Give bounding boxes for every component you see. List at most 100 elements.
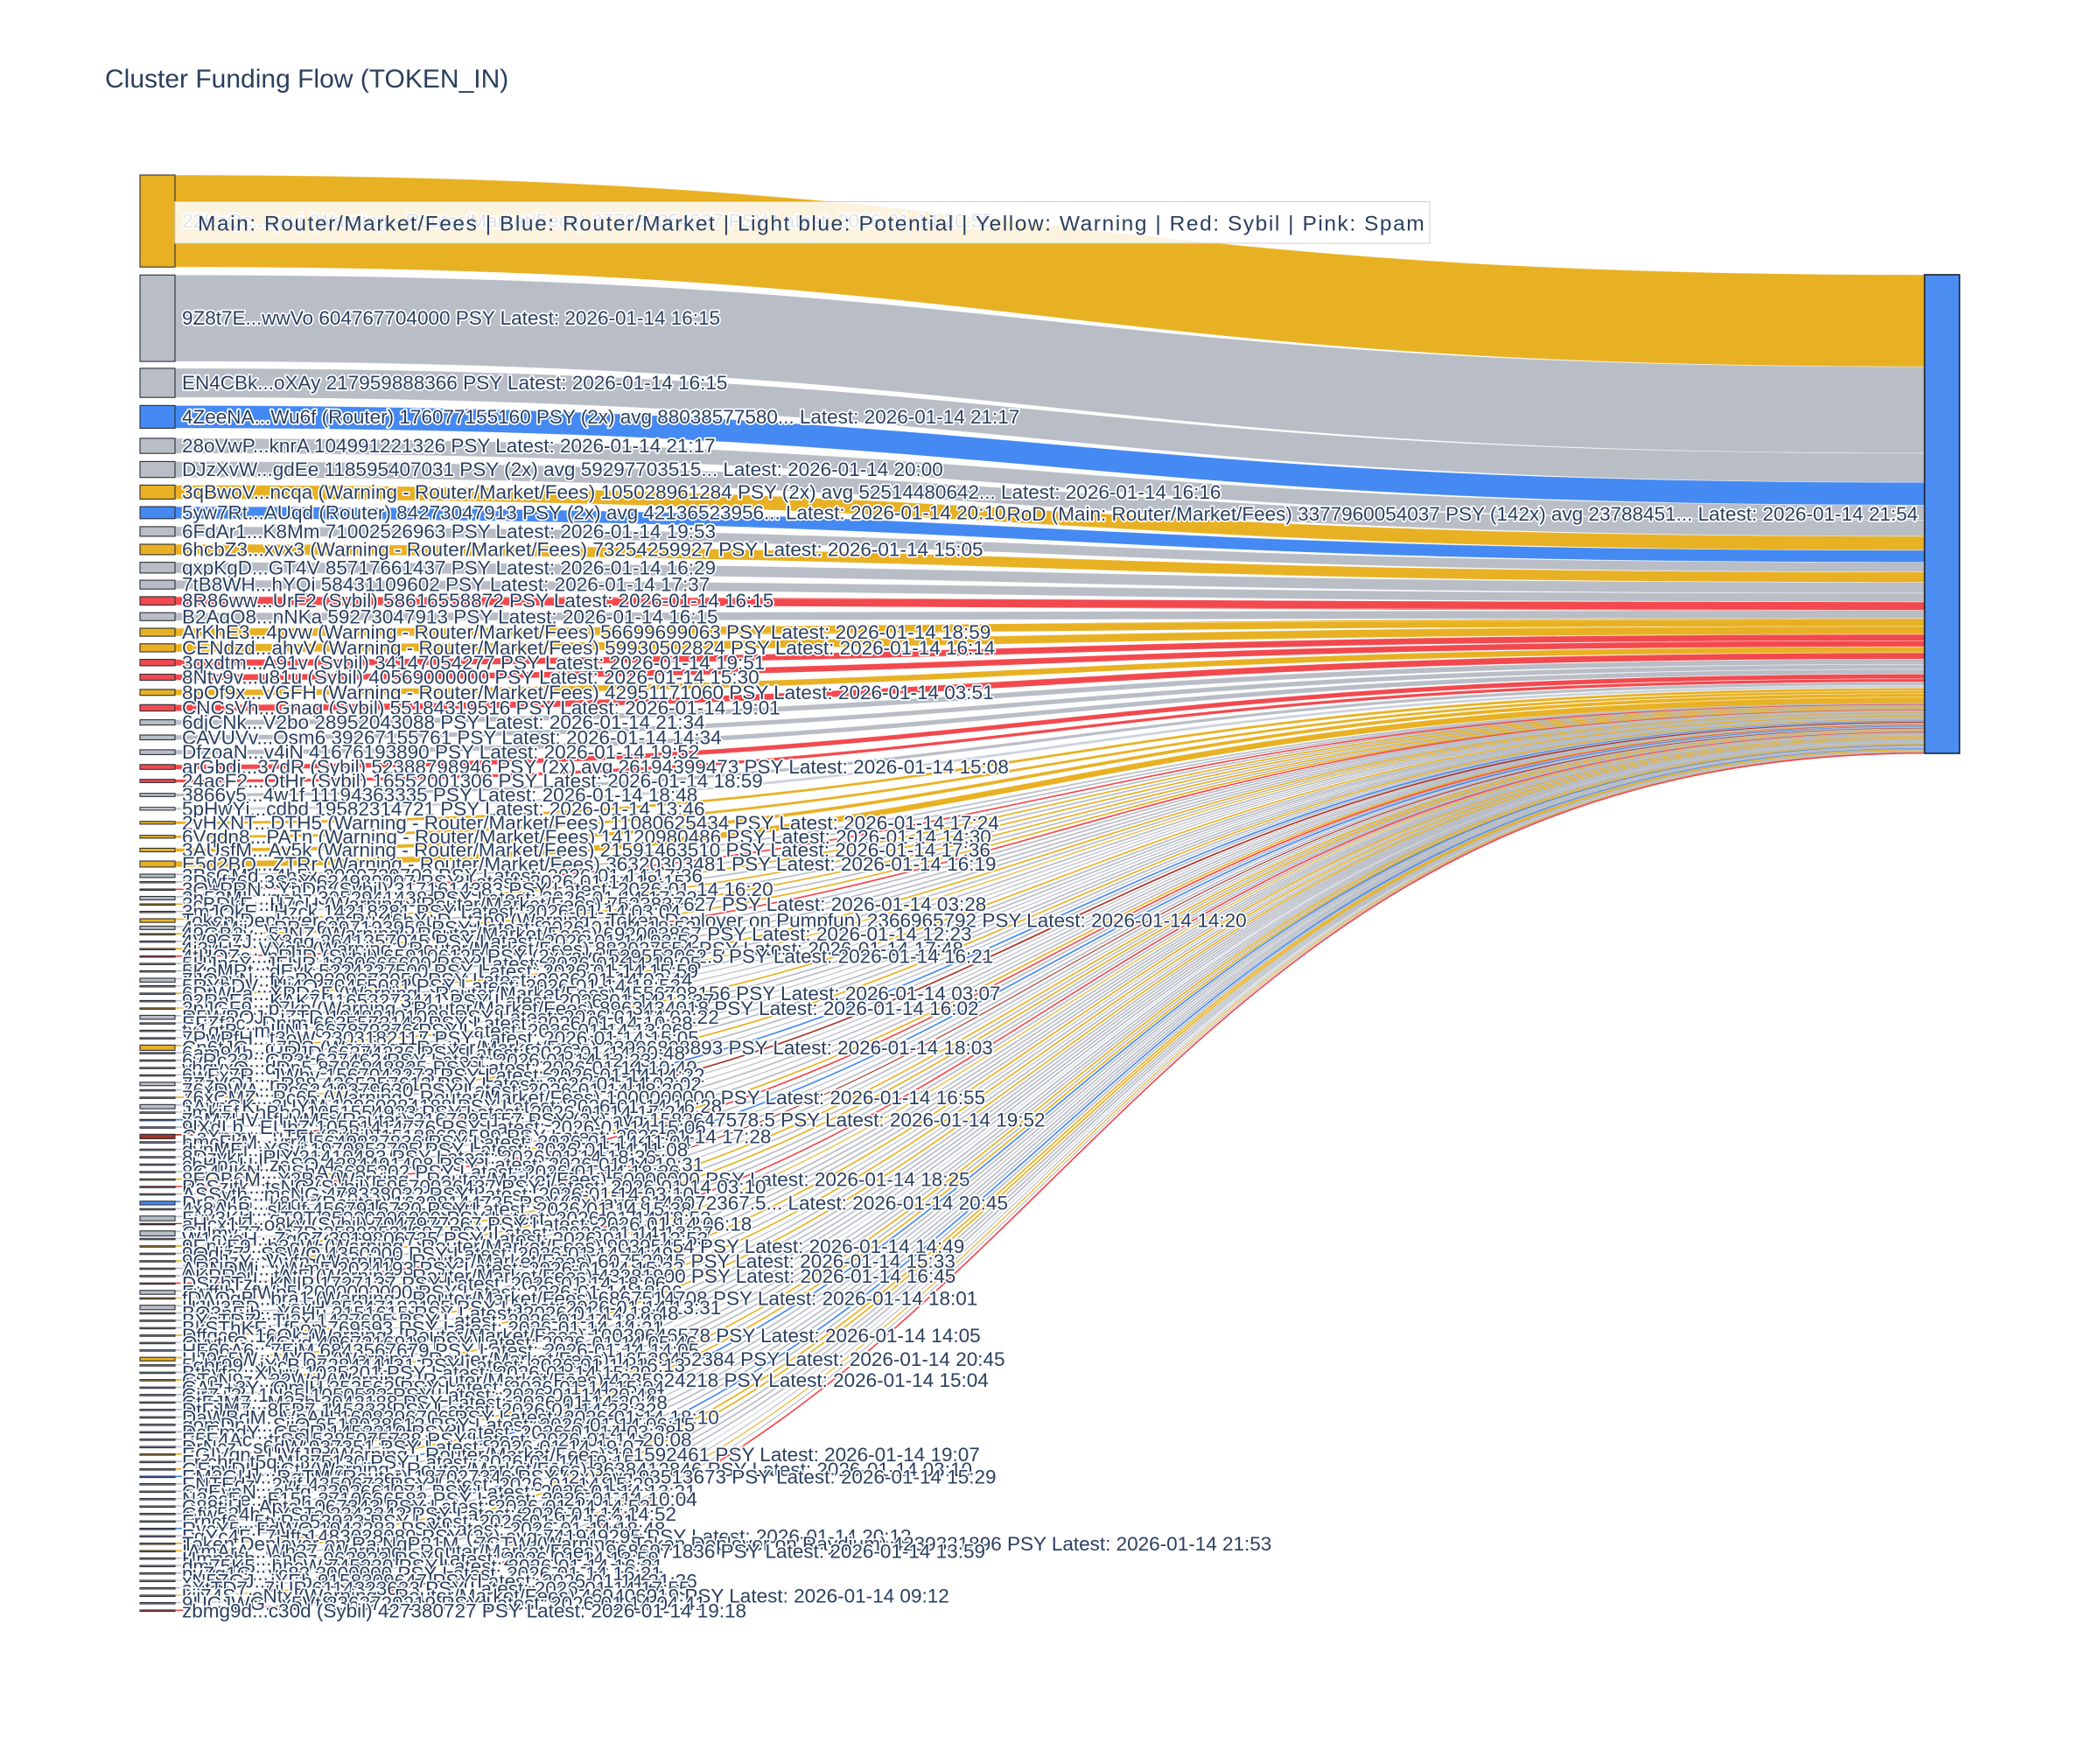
svg-text:DJzXvW...gdEe 118595407031 PSY: DJzXvW...gdEe 118595407031 PSY (2x) avg …: [182, 458, 943, 480]
svg-text:6djCNk...V2bo 28952043088 PSY: 6djCNk...V2bo 28952043088 PSY Latest: 20…: [182, 711, 705, 733]
svg-text:tx1qtB...mUNJ 667879376 PSY La: tx1qtB...mUNJ 667879376 PSY Latest: 2026…: [182, 1020, 682, 1042]
svg-text:sXtTD7...7jUP 6114323633 PSY L: sXtTD7...7jUP 6114323633 PSY Latest: 202…: [182, 1578, 690, 1600]
svg-text:9UCJWG...x5Vt 2363729219 PSY L: 9UCJWG...x5Vt 2363729219 PSY Latest: 202…: [182, 1592, 706, 1614]
svg-text:CjrZ+3...1Ue5 1050523 PSY Late: CjrZ+3...1Ue5 1050523 PSY Latest: 2026-0…: [182, 1384, 657, 1406]
svg-text:DfzoaN...v4iN 41676193890 PSY: DfzoaN...v4iN 41676193890 PSY Latest: 20…: [182, 741, 699, 763]
svg-text:qomDnL...SjiQ 6518038612 PSY L: qomDnL...SjiQ 6518038612 PSY Latest: 202…: [182, 1414, 695, 1436]
svg-text:EGIVqn...UVfJB (Warning - Rout: EGIVqn...UVfJB (Warning - Router/Market/…: [182, 1444, 980, 1466]
svg-text:5RYhDV...Hi4Q 70455081 PSY Lat: 5RYhDV...Hi4Q 70455081 PSY Latest: 2026-…: [182, 976, 681, 998]
svg-text:E5d2BQ...ZTRr (Warning - Route: E5d2BQ...ZTRr (Warning - Router/Market/F…: [182, 853, 997, 875]
svg-text:92RnEq...KAK7 11653273441 PSY: 92RnEq...KAK7 11653273441 PSY Latest: 20…: [182, 990, 714, 1012]
svg-text:DaWBdM...VpAU 1608396706 PSY L: DaWBdM...VpAU 1608396706 PSY Latest: 202…: [182, 1406, 719, 1428]
svg-text:Cluster Funding Flow (TOKEN_IN: Cluster Funding Flow (TOKEN_IN): [105, 65, 508, 94]
svg-text:AKPRou...tAtF (Warning - Route: AKPRou...tAtF (Warning - Router/Market/F…: [182, 1265, 956, 1287]
svg-text:7ZzVQJ...nR88 4365357613 PSY L: 7ZzVQJ...nR88 4365357613 PSY Latest: 202…: [182, 1073, 702, 1095]
svg-text:4ZeeNA...Wu6f (Router) 1760771: 4ZeeNA...Wu6f (Router) 176077155160 PSY …: [182, 406, 1019, 428]
svg-text:B2AqQ8...nNKa 59273047913 PSY: B2AqQ8...nNKa 59273047913 PSY Latest: 20…: [182, 606, 718, 627]
svg-text:dynMEi...YSyi 1970853705 PSY L: dynMEi...YSyi 1970853705 PSY Latest: 202…: [182, 1139, 688, 1161]
svg-text:4tHQZe...nRJD (Sybil) 65910612: 4tHQZe...nRJD (Sybil) 659106125 PSY (2x)…: [182, 946, 993, 968]
svg-text:Jmki5f...hBbo 1051554923 PSY L: Jmki5f...hBbo 1051554923 PSY Latest: 202…: [182, 1102, 686, 1124]
svg-text:xN5ZGJ...jYEb 9158309647 PSY L: xN5ZGJ...jYEb 9158309647 PSY Latest: 202…: [182, 1570, 697, 1592]
svg-text:GTeN9z...22Wd (Warning - Route: GTeN9z...22Wd (Warning - Router/Market/F…: [182, 1369, 989, 1391]
svg-text:2pJGF9...p7kp (Warning - Route: 2pJGF9...p7kp (Warning - Router/Market/F…: [182, 998, 979, 1019]
svg-text:EN4CBk...oXAy 217959888366 PSY: EN4CBk...oXAy 217959888366 PSY Latest: 2…: [182, 372, 727, 394]
svg-text:dm75K5...hhcW 745230 PSY Lates: dm75K5...hhcW 745230 PSY Latest: 2026-01…: [182, 1555, 663, 1577]
svg-text:7tB8WH...hYQi 58431109602 PSY: 7tB8WH...hYQi 58431109602 PSY Latest: 20…: [182, 574, 710, 596]
svg-text:EFZf2c...Dnim 6635573142 PSY L: EFZf2c...Dnim 6635573142 PSY Latest: 202…: [182, 1012, 693, 1034]
svg-text:qxpKgD...GT4V 85717661437 PSY: qxpKgD...GT4V 85717661437 PSY Latest: 20…: [182, 556, 716, 578]
svg-text:vhgyxQ...dDn5 8786848825 PSY L: vhgyxQ...dDn5 8786848825 PSY Latest: 202…: [182, 1057, 697, 1079]
svg-text:Cn6tJG...q7DS (Warning - Route: Cn6tJG...q7DS (Warning - Router/Market/F…: [182, 1037, 993, 1059]
svg-text:N2ecFe...F15n 2710666582 PSY L: N2ecFe...F15n 2710666582 PSY Latest: 202…: [182, 1488, 697, 1510]
svg-text:fDAQqB...bra1 (Warning - Route: fDAQqB...bra1 (Warning - Router/Market/F…: [182, 1287, 977, 1309]
svg-text:3Dwfz6...3SsX 624989007 PSY La: 3Dwfz6...3SsX 624989007 PSY Latest: 2026…: [182, 872, 685, 893]
svg-text:7JQeyN...fxcP 9809373050 PSY L: 7JQeyN...fxcP 9809373050 PSY Latest: 202…: [182, 970, 692, 991]
svg-text:3866y5...4w1f 11194363335 PSY: 3866y5...4w1f 11194363335 PSY Latest: 20…: [182, 784, 697, 806]
svg-text:2vHXNT...DTH5 (Warning - Route: 2vHXNT...DTH5 (Warning - Router/Market/F…: [182, 812, 999, 834]
svg-text:DrSo4G...k8ck (Router) 1629814: DrSo4G...k8ck (Router) 16298144735 PSY (…: [182, 1192, 1008, 1214]
svg-text:8FQB6M...X2Bs (Warning - Route: 8FQB6M...X2Bs (Warning - Router/Market/F…: [182, 1169, 970, 1191]
svg-text:3n52ML...gpbz 3052941438 PSY L: 3n52ML...gpbz 3052941438 PSY Latest: 202…: [182, 887, 697, 909]
svg-text:8G4HKN...NShA 6685202 PSY Late: 8G4HKN...NShA 6685202 PSY Latest: 2026-0…: [182, 1161, 680, 1183]
svg-text:CNCsVh...Gnag (Sybil) 55184319: CNCsVh...Gnag (Sybil) 55184319516 PSY La…: [182, 696, 780, 718]
svg-text:6wFx7R...JWhv 1567042273 PSY L: 6wFx7R...JWhv 1567042273 PSY Latest: 202…: [182, 1065, 704, 1087]
svg-text:5KeMRt...dEvk 5224327500 PSY L: 5KeMRt...dEvk 5224327500 PSY Latest: 202…: [182, 961, 698, 983]
svg-text:6FdAr1...K8Mm 71002526963 PSY: 6FdAr1...K8Mm 71002526963 PSY Latest: 20…: [182, 521, 716, 542]
svg-text:28oVwP...knrA 104991221326 PSY: 28oVwP...knrA 104991221326 PSY Latest: 2…: [182, 435, 716, 457]
svg-text:BkSThKE...f5op 769593 PSY Late: BkSThKE...f5op 769593 PSY Latest: 2026-0…: [182, 1317, 663, 1339]
svg-text:9EnkE9...b3qW (Warning - Route: 9EnkE9...b3qW (Warning - Router/Market/F…: [182, 1236, 964, 1257]
svg-text:Gfw524h...YSTe 2343342 PSY Lat: Gfw524h...YSTe 2343342 PSY Latest: 2026-…: [182, 1503, 676, 1525]
svg-text:CAlz+3Y...QmlH 353562 PSY Late: CAlz+3Y...QmlH 353562 PSY Latest: 2026-0…: [182, 1376, 664, 1398]
svg-text:3qxdtm...A91v (Sybil) 34147054: 3qxdtm...A91v (Sybil) 34147054277 PSY La…: [182, 652, 765, 674]
svg-text:24acF2...QtHr (Sybil) 16552001: 24acF2...QtHr (Sybil) 16552001306 PSY La…: [182, 770, 763, 792]
svg-text:4x8AhB...skUf 4567916720 PSY L: 4x8AhB...skUf 4567916720 PSY Latest: 202…: [182, 1199, 692, 1221]
svg-text:CaXpmv...uTEt (Sybil) 15188690: CaXpmv...uTEt (Sybil) 15188690599 PSY La…: [182, 1125, 771, 1147]
svg-text:7aM7HV...fUvM5 (Router) 316729: 7aM7HV...fUvM5 (Router) 3167295157 PSY (…: [182, 1110, 1046, 1131]
svg-text:nvZq1G...yc83 3000000 PSY Late: nvZq1G...yc83 3000000 PSY Latest: 2026-0…: [182, 1563, 662, 1585]
svg-text:5HJnqY...JFUR 1360666600 PSY L: 5HJnqY...JFUR 1360666600 PSY Latest: 202…: [182, 953, 701, 975]
svg-text:Fuy3KH...qT9T 25000000000 PSY: Fuy3KH...qT9T 25000000000 PSY Latest: 20…: [182, 1208, 711, 1229]
svg-text:4i3yUz...VYgh (Warning - Route: 4i3yUz...VYgh (Warning - Router/Market/F…: [182, 938, 963, 960]
svg-text:5qbr99...jXcB 9728444131 PSY L: 5qbr99...jXcB 9728444131 PSY Latest: 202…: [182, 1354, 685, 1376]
svg-text:Dffgce...16Qk (Warning - Route: Dffgce...16Qk (Warning - Router/Market/F…: [182, 1325, 981, 1347]
svg-text:4V9C7J...X3qq 2641357045 PSY L: 4V9C7J...X3qq 2641357045 PSY Latest: 202…: [182, 931, 699, 953]
svg-text:7PwPfH...t3oW 2303182117 PSY L: 7PwPfH...t3oW 2303182117 PSY Latest: 202…: [182, 1027, 699, 1049]
svg-text:DtFJM7...8EP7 145333 PSY Lates: DtFJM7...8EP7 145333 PSY Latest: 2026-01…: [182, 1399, 656, 1421]
svg-text:CAVUVv...Osm6 39267155761 PSY: CAVUVv...Osm6 39267155761 PSY Latest: 20…: [182, 726, 722, 748]
svg-text:6hcbZ3...xvx3 (Warning - Route: 6hcbZ3...xvx3 (Warning - Router/Market/F…: [182, 538, 984, 560]
svg-text:CtFJM7...M2zb 3042188 PSY Late: CtFJM7...M2zb 3042188 PSY Latest: 2026-0…: [182, 1391, 668, 1413]
svg-text:kii74S...oNtx (Warning - Route: kii74S...oNtx (Warning - Router/Market/F…: [182, 1585, 949, 1606]
svg-text:76xDWA...Pc62 10379630 PSY Lat: 76xDWA...Pc62 10379630 PSY Latest: 2026-…: [182, 1080, 683, 1102]
svg-text:3cBDkE...H7cH (Warning - Route: 3cBDkE...H7cH (Warning - Router/Market/F…: [182, 893, 986, 915]
svg-text:Token Deployer on Pu 46bYuD...: Token Deployer on Pu 46bYuD...tzb9 (Warn…: [182, 910, 1247, 932]
svg-text:6Vqdn8...PATn (Warning - Route: 6Vqdn8...PATn (Warning - Router/Market/F…: [182, 826, 991, 848]
svg-text:9QeJzY...Vwfn (Warning - Route: 9QeJzY...Vwfn (Warning - Router/Market/F…: [182, 1250, 956, 1272]
svg-text:FgYc4F...7Hft 1483028089 PSY (: FgYc4F...7Hft 1483028089 PSY (2x) avg 74…: [182, 1525, 912, 1547]
svg-text:GUmyZ7...ts7D 25893531687 PSY: GUmyZ7...ts7D 25893531687 PSY Latest: 20…: [182, 1222, 713, 1244]
svg-text:ArKhE3...4pvw (Warning - Route: ArKhE3...4pvw (Warning - Router/Market/F…: [182, 621, 990, 643]
svg-text:zbmg9d...c30d (Sybil) 42738072: zbmg9d...c30d (Sybil) 427380727 PSY Late…: [182, 1600, 746, 1621]
svg-text:GEpvDH...jCtl (Warning - Route: GEpvDH...jCtl (Warning - Router/Market/F…: [182, 1459, 972, 1480]
svg-text:hmcFkM...vrr4 5649927836 PSY L: hmcFkM...vrr4 5649927836 PSY Latest: 202…: [182, 1131, 691, 1153]
svg-text:Main: Router/Market/Fees | B: Main: Router/Market/Fees | Blue: Router/…: [198, 213, 1425, 236]
svg-text:HJ9g5W...MYDz (Warning - Route: HJ9g5W...MYDz (Warning - Router/Market/F…: [182, 1348, 1005, 1370]
svg-text:cbHpeU...zeSQ 4284491408 PSY L: cbHpeU...zeSQ 4284491408 PSY Latest: 202…: [182, 1154, 704, 1176]
svg-text:4mXMji...yPPn 6397193959 PSY L: 4mXMji...yPPn 6397193959 PSY Latest: 202…: [182, 917, 696, 939]
svg-text:Token Deployer on Ra NgP21M...: Token Deployer on Ra NgP21M...7CTW (Warn…: [182, 1533, 1271, 1555]
svg-text:Hmnchb...shQz 963823 PSY Lates: Hmnchb...shQz 963823 PSY Latest: 2026-01…: [182, 1548, 659, 1570]
svg-text:RoD (Main: Router/Market/Fees): RoD (Main: Router/Market/Fees) 337796005…: [1007, 503, 1919, 525]
svg-text:DS7hTz...KNlP 1727137 PSY Late: DS7hTz...KNlP 1727137 PSY Latest: 2026-0…: [182, 1272, 666, 1294]
svg-text:W1oyoH...ZqCZ 3919806735 PSY L: W1oyoH...ZqCZ 3919806735 PSY Latest: 202…: [182, 1228, 708, 1250]
svg-text:9Z8t7E...wwVo 604767704000 PSY: 9Z8t7E...wwVo 604767704000 PSY Latest: 2…: [182, 307, 720, 329]
svg-text:GqEvnN...ehfg 3393661971 PSY L: GqEvnN...ehfg 3393661971 PSY Latest: 202…: [182, 1480, 696, 1502]
svg-text:aHcx1k...o8ky (Sybil) 70479772: aHcx1k...o8ky (Sybil) 7047977267 PSY Lat…: [182, 1214, 752, 1236]
svg-text:DrNcz...s6dW 937351 PSY Latest: DrNcz...s6dW 937351 PSY Latest: 2026-01-…: [182, 1436, 645, 1458]
svg-text:HJU3RD...woyH 25247183105 PSY: HJU3RD...woyH 25247183105 PSY Latest: 20…: [182, 1297, 721, 1319]
svg-text:Frncf6...5tyP 853923 PSY Lates: Frncf6...5tyP 853923 PSY Latest: 2026-01…: [182, 1510, 634, 1532]
svg-text:6am94b...HRJD 66374236 PSY Lat: 6am94b...HRJD 66374236 PSY Latest: 2026-…: [182, 1042, 685, 1064]
svg-text:5yw7Rt...AUqd (Router) 8427304: 5yw7Rt...AUqd (Router) 84273047913 PSY (…: [182, 501, 1005, 523]
svg-text:3mJQkE...Hzck 14218281 PSY Lat: 3mJQkE...Hzck 14218281 PSY Latest: 2026-…: [182, 901, 681, 923]
svg-text:EM2GHv...RqTM (Router) 1870273: EM2GHv...RqTM (Router) 187027346 PSY (2x…: [182, 1466, 997, 1488]
svg-text:49GB2v...5JNZ (Warning - Route: 49GB2v...5JNZ (Warning - Router/Market/F…: [182, 923, 972, 945]
svg-text:9AypGK...3UYM 10960984188 PSY: 9AypGK...3UYM 10960984188 PSY Latest: 20…: [182, 1096, 722, 1117]
